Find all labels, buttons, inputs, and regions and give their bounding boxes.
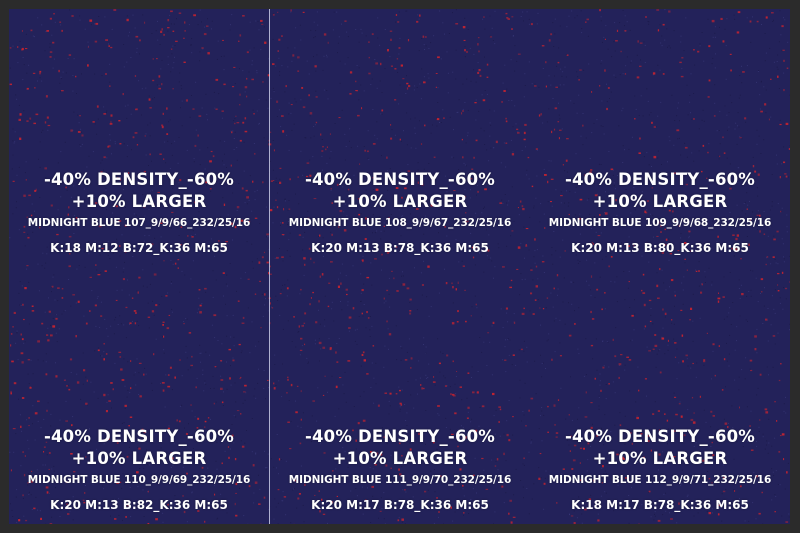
- color-code-label: MIDNIGHT BLUE 108_9/9/67_232/25/16: [288, 217, 512, 229]
- cmyk-values-label: K:18 M:17 B:78_K:36 M:65: [571, 498, 749, 512]
- color-code-label: MIDNIGHT BLUE 109_9/9/68_232/25/16: [548, 217, 772, 229]
- color-code-label: MIDNIGHT BLUE 112_9/9/71_232/25/16: [548, 474, 772, 486]
- density-label: -40% DENSITY_-60%: [304, 427, 496, 446]
- cmyk-values-label: K:20 M:17 B:78_K:36 M:65: [311, 498, 489, 512]
- cmyk-values-label: K:20 M:13 B:82_K:36 M:65: [50, 498, 228, 512]
- size-label: +10% LARGER: [332, 449, 468, 468]
- column-divider-line: [269, 9, 270, 524]
- speckle-texture: [9, 9, 790, 524]
- density-label: -40% DENSITY_-60%: [564, 170, 756, 189]
- density-label: -40% DENSITY_-60%: [304, 170, 496, 189]
- swatch-label-110: -40% DENSITY_-60% +10% LARGER MIDNIGHT B…: [9, 426, 269, 513]
- swatch-label-108: -40% DENSITY_-60% +10% LARGER MIDNIGHT B…: [270, 169, 530, 256]
- swatch-label-112: -40% DENSITY_-60% +10% LARGER MIDNIGHT B…: [530, 426, 790, 513]
- swatch-sheet: -40% DENSITY_-60% +10% LARGER MIDNIGHT B…: [9, 9, 790, 524]
- swatch-grid: -40% DENSITY_-60% +10% LARGER MIDNIGHT B…: [9, 9, 790, 524]
- cmyk-values-label: K:20 M:13 B:80_K:36 M:65: [571, 241, 749, 255]
- size-label: +10% LARGER: [332, 192, 468, 211]
- density-label: -40% DENSITY_-60%: [43, 427, 235, 446]
- swatch-label-107: -40% DENSITY_-60% +10% LARGER MIDNIGHT B…: [9, 169, 269, 256]
- density-label: -40% DENSITY_-60%: [43, 170, 235, 189]
- color-code-label: MIDNIGHT BLUE 111_9/9/70_232/25/16: [288, 474, 512, 486]
- density-label: -40% DENSITY_-60%: [564, 427, 756, 446]
- color-code-label: MIDNIGHT BLUE 107_9/9/66_232/25/16: [27, 217, 251, 229]
- size-label: +10% LARGER: [592, 449, 728, 468]
- cmyk-values-label: K:20 M:13 B:78_K:36 M:65: [311, 241, 489, 255]
- size-label: +10% LARGER: [71, 192, 207, 211]
- color-code-label: MIDNIGHT BLUE 110_9/9/69_232/25/16: [27, 474, 251, 486]
- swatch-label-109: -40% DENSITY_-60% +10% LARGER MIDNIGHT B…: [530, 169, 790, 256]
- size-label: +10% LARGER: [592, 192, 728, 211]
- swatch-label-111: -40% DENSITY_-60% +10% LARGER MIDNIGHT B…: [270, 426, 530, 513]
- size-label: +10% LARGER: [71, 449, 207, 468]
- cmyk-values-label: K:18 M:12 B:72_K:36 M:65: [50, 241, 228, 255]
